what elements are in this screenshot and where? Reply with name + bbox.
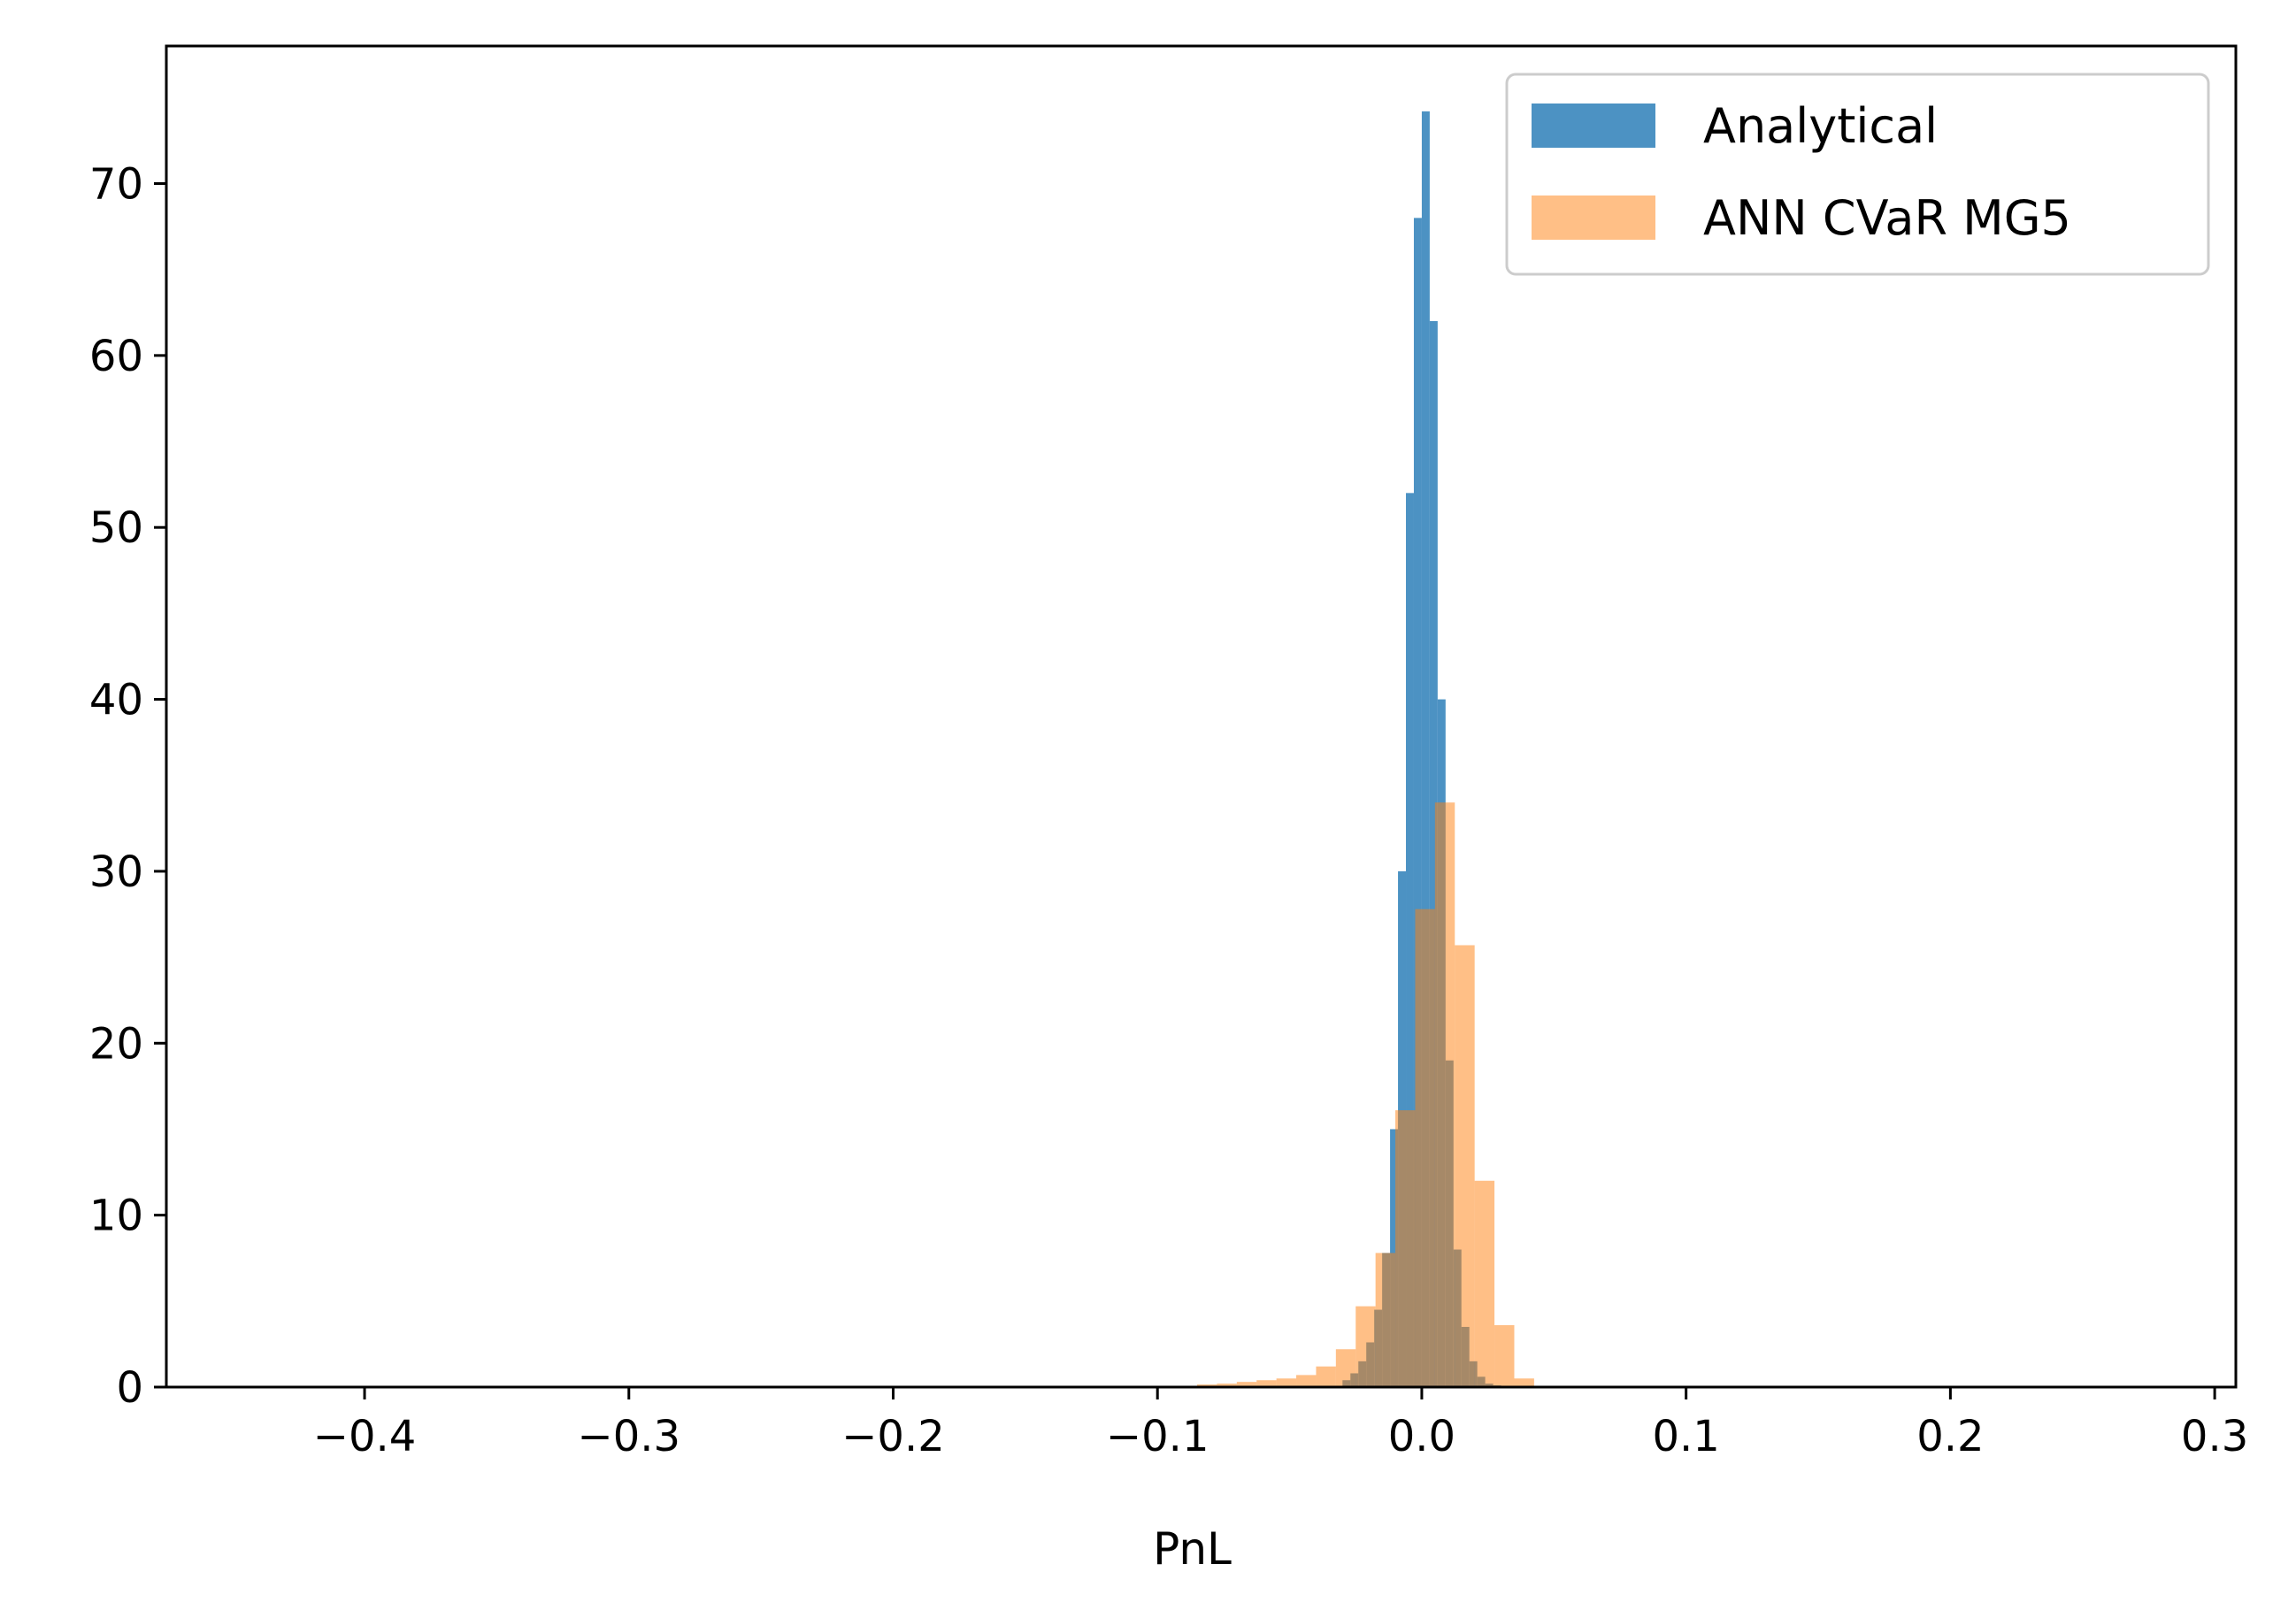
bar-series-2-bin-16 [1494, 1325, 1515, 1387]
x-tick-label: −0.1 [1106, 1412, 1209, 1461]
bar-series-2-bin-9 [1355, 1306, 1376, 1387]
bar-series-1-bin-10 [1413, 218, 1422, 1387]
legend-label-2: ANN CVaR MG5 [1703, 190, 2071, 246]
y-tick-label: 0 [116, 1363, 143, 1413]
bar-series-2-bin-8 [1335, 1349, 1356, 1387]
y-tick-label: 70 [89, 159, 143, 209]
legend-swatch-2 [1532, 196, 1655, 240]
y-tick-label: 20 [89, 1019, 143, 1069]
bar-series-2-bin-14 [1455, 945, 1475, 1387]
x-tick-label: −0.4 [313, 1412, 417, 1461]
bar-series-1-bin-11 [1421, 111, 1430, 1387]
bar-series-2-bin-13 [1434, 802, 1455, 1387]
x-tick-label: 0.3 [2181, 1412, 2248, 1461]
y-axis-ticks: 0 10 20 30 40 50 60 70 [89, 159, 166, 1413]
y-tick-label: 10 [89, 1192, 143, 1241]
bar-series-2-bin-15 [1474, 1180, 1495, 1387]
x-axis-label: PnL [1153, 1523, 1232, 1575]
legend-swatch-1 [1532, 104, 1655, 148]
legend-box [1505, 73, 2210, 276]
bar-series-2-bin-11 [1395, 1110, 1416, 1387]
x-tick-label: 0.2 [1916, 1412, 1984, 1461]
bar-series-2-bin-3 [1236, 1382, 1257, 1387]
bar-series-2-bin-7 [1316, 1366, 1336, 1387]
bar-series-1-bin-12 [1429, 320, 1438, 1387]
bars-layer [1197, 111, 1534, 1387]
y-tick-label: 60 [89, 332, 143, 381]
bar-series-1-bin-9 [1406, 493, 1414, 1387]
bar-series-2-bin-6 [1296, 1375, 1317, 1387]
bar-series-2-bin-12 [1415, 908, 1435, 1387]
y-tick-label: 50 [89, 503, 143, 553]
x-tick-label: 0.0 [1388, 1412, 1455, 1461]
x-tick-label: −0.3 [577, 1412, 680, 1461]
bar-series-2-bin-5 [1276, 1378, 1297, 1387]
legend-label-1: Analytical [1703, 98, 1938, 154]
bar-series-2-bin-10 [1375, 1253, 1396, 1387]
bar-series-2-bin-4 [1256, 1380, 1277, 1387]
y-tick-label: 40 [89, 676, 143, 725]
x-tick-label: 0.1 [1652, 1412, 1719, 1461]
y-tick-label: 30 [89, 847, 143, 897]
bar-series-2-bin-2 [1217, 1384, 1237, 1387]
plot-frame [165, 44, 2238, 1389]
x-tick-label: −0.2 [841, 1412, 945, 1461]
bar-series-2-bin-17 [1514, 1378, 1534, 1387]
x-axis-ticks: −0.4 −0.3 −0.2 −0.1 0.0 0.1 0.2 0.3 [313, 1387, 2248, 1461]
legend: Analytical ANN CVaR MG5 [1505, 73, 2210, 276]
